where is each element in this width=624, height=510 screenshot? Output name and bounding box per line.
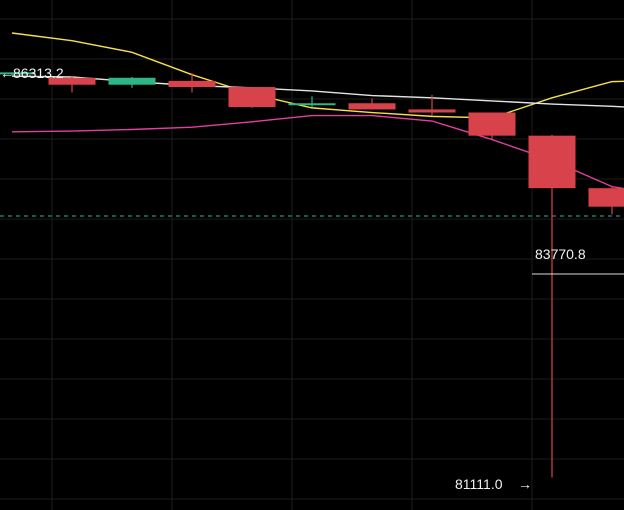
candle — [468, 112, 516, 140]
high-price-label: 86313.2 — [13, 65, 64, 81]
price-markers: 86313.2 83770.8 81111.0 ← → — [0, 65, 624, 492]
candle-body — [528, 135, 576, 189]
candle-body — [348, 103, 396, 110]
candle-body — [588, 188, 624, 207]
candles — [0, 72, 624, 478]
low-arrow-icon: → — [518, 476, 532, 492]
candle — [588, 186, 624, 215]
candle-body — [288, 103, 336, 106]
candle — [348, 98, 396, 110]
candle-body — [108, 77, 156, 85]
last-price-label: 83770.8 — [535, 246, 586, 262]
candle-body — [0, 72, 36, 75]
candle — [228, 87, 276, 108]
candle-body — [168, 80, 216, 88]
candle — [408, 94, 456, 116]
high-arrow-icon: ← — [0, 65, 14, 81]
candle-body — [408, 109, 456, 113]
candle-body — [228, 87, 276, 108]
candle-body — [48, 77, 96, 85]
candle — [48, 76, 96, 93]
candle — [0, 72, 36, 76]
candle — [108, 77, 156, 88]
candle-body — [468, 112, 516, 136]
candle — [528, 134, 576, 478]
indicator-line-1 — [11, 32, 624, 119]
candle — [288, 96, 336, 108]
candle — [168, 73, 216, 93]
low-price-label: 81111.0 — [455, 476, 503, 492]
